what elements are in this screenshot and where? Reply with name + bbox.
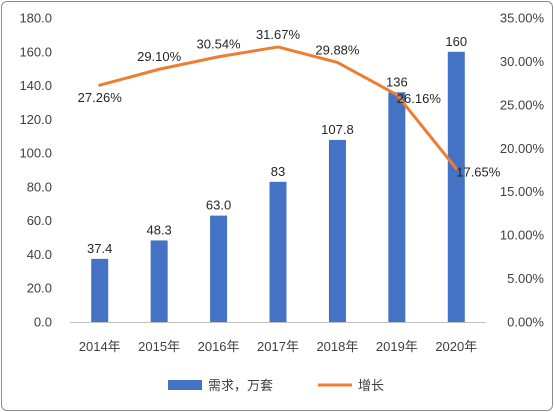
left-axis: 0.0 20.0 40.0 60.0 80.0 100.0 120.0 140.0 160.0 1… <box>19 11 52 330</box>
legend-bar-swatch <box>168 380 202 390</box>
right-axis-tick-label: 20.00% <box>500 141 545 156</box>
line-path <box>98 45 458 171</box>
right-axis-tick-label: 35.00% <box>500 11 545 26</box>
bar <box>210 215 228 322</box>
x-axis-tick-label: 2016年 <box>198 339 240 354</box>
bar <box>269 181 287 322</box>
left-axis-tick-label: 160.0 <box>19 44 52 59</box>
bar <box>328 139 346 322</box>
right-axis-tick-label: 5.00% <box>507 271 544 286</box>
x-axis-tick-label: 2015年 <box>138 339 180 354</box>
bar-data-label: 83 <box>271 164 285 179</box>
x-axis: 2014年 2015年 2016年 2017年 2018年 2019年 2020年 <box>70 322 486 354</box>
x-axis-tick-label: 2014年 <box>79 339 121 354</box>
legend: 需求，万套 增长 <box>168 378 384 393</box>
right-axis: 0.00% 5.00% 10.00% 15.00% 20.00% 25.00% 30.00%… <box>500 11 545 330</box>
bar <box>91 258 109 322</box>
left-axis-tick-label: 60.0 <box>27 213 52 228</box>
line-series <box>98 45 458 171</box>
line-data-labels: 27.26% 29.10% 30.54% 31.67% 29.88% 26.16% 17.6… <box>78 27 501 180</box>
legend-bar-label: 需求，万套 <box>208 378 273 393</box>
bar <box>447 51 465 323</box>
line-data-label: 29.10% <box>137 49 182 64</box>
bar-data-label: 136 <box>386 74 408 89</box>
line-data-label: 30.54% <box>197 37 242 52</box>
x-axis-tick-label: 2017年 <box>257 339 299 354</box>
line-data-label: 26.16% <box>397 91 442 106</box>
x-axis-tick-label: 2018年 <box>316 339 358 354</box>
bar <box>388 92 406 322</box>
bar <box>150 240 168 322</box>
right-axis-tick-label: 15.00% <box>500 184 545 199</box>
x-axis-tick-label: 2020年 <box>435 339 477 354</box>
right-axis-tick-label: 0.00% <box>507 315 544 330</box>
x-axis-tick-label: 2019年 <box>376 339 418 354</box>
left-axis-tick-label: 120.0 <box>19 112 52 127</box>
bar-data-label: 107.8 <box>321 122 354 137</box>
right-axis-tick-label: 10.00% <box>500 228 545 243</box>
bar-data-label: 63.0 <box>206 198 231 213</box>
right-axis-tick-label: 25.00% <box>500 97 545 112</box>
left-axis-tick-label: 100.0 <box>19 146 52 161</box>
left-axis-tick-label: 20.0 <box>27 281 52 296</box>
left-axis-tick-label: 140.0 <box>19 78 52 93</box>
legend-line-label: 增长 <box>358 378 384 393</box>
bar-data-label: 37.4 <box>87 241 112 256</box>
bar-series <box>91 51 465 323</box>
right-axis-tick-label: 30.00% <box>500 54 545 69</box>
left-axis-tick-label: 40.0 <box>27 247 52 262</box>
bar-data-label: 160 <box>445 34 467 49</box>
line-data-label: 29.88% <box>315 42 360 57</box>
bar-data-label: 48.3 <box>146 222 171 237</box>
bar-data-labels: 37.4 48.3 63.0 83 107.8 136 160 <box>87 34 467 256</box>
line-data-label: 17.65% <box>456 165 501 180</box>
left-axis-tick-label: 0.0 <box>34 315 52 330</box>
left-axis-tick-label: 80.0 <box>27 179 52 194</box>
line-data-label: 27.26% <box>78 90 123 105</box>
left-axis-tick-label: 180.0 <box>19 11 52 26</box>
line-data-label: 31.67% <box>256 27 301 42</box>
